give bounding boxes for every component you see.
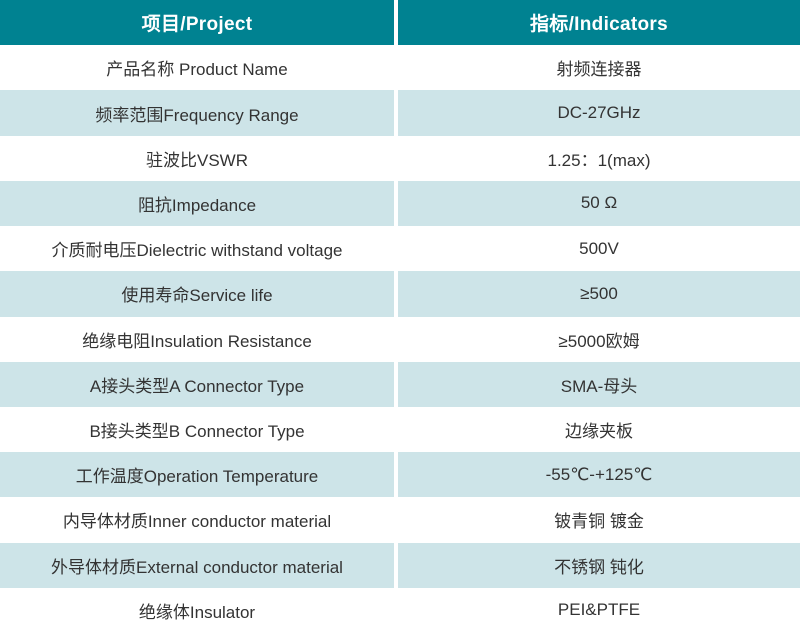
project-cell: 绝缘电阻Insulation Resistance	[0, 316, 398, 362]
project-cell: 绝缘体Insulator	[0, 587, 398, 633]
project-cell: 产品名称 Product Name	[0, 45, 398, 91]
table-row: 驻波比VSWR 1.25：1(max)	[0, 135, 800, 181]
project-cell: 工作温度Operation Temperature	[0, 452, 398, 498]
project-cell: 使用寿命Service life	[0, 271, 398, 317]
indicator-cell: DC-27GHz	[557, 103, 641, 123]
indicator-cell: 50 Ω	[580, 193, 618, 213]
table-row: 频率范围Frequency Range DC-27GHz	[0, 90, 800, 136]
header-cell-project: 项目/Project	[0, 0, 398, 46]
table-row: 外导体材质External conductor material 不锈钢 钝化	[0, 542, 800, 588]
indicator-cell: 500V	[579, 238, 619, 258]
indicator-cell: 1.25：1(max)	[547, 150, 651, 170]
indicator-cell: 铍青铜 镀金	[554, 512, 644, 532]
indicator-cell: 不锈钢 钝化	[554, 557, 644, 577]
table-row: 产品名称 Product Name 射频连接器	[0, 45, 800, 91]
indicator-cell: 边缘夹板	[565, 422, 633, 442]
table-row: 工作温度Operation Temperature -55℃-+125℃	[0, 452, 800, 498]
table-row: 内导体材质Inner conductor material 铍青铜 镀金	[0, 497, 800, 543]
project-cell: 阻抗Impedance	[0, 180, 398, 227]
indicator-cell: ≥5000欧姆	[558, 331, 640, 351]
project-cell: 介质耐电压Dielectric withstand voltage	[0, 226, 398, 272]
table-row: 绝缘电阻Insulation Resistance ≥5000欧姆	[0, 316, 800, 362]
table-row: 介质耐电压Dielectric withstand voltage 500V	[0, 226, 800, 272]
project-cell: A接头类型A Connector Type	[0, 361, 398, 407]
table-header-row: 项目/Project 指标/Indicators	[0, 0, 800, 46]
table-row: 阻抗Impedance 50 Ω	[0, 180, 800, 227]
table-row: B接头类型B Connector Type 边缘夹板	[0, 406, 800, 453]
table-row: 使用寿命Service life ≥500	[0, 271, 800, 317]
indicator-cell: ≥500	[580, 283, 618, 303]
project-cell: 驻波比VSWR	[0, 135, 398, 181]
table-row: A接头类型A Connector Type SMA-母头	[0, 361, 800, 407]
table-row: 绝缘体Insulator PEI&PTFE	[0, 587, 800, 633]
indicator-cell: PEI&PTFE	[557, 600, 641, 620]
indicator-cell: SMA-母头	[560, 376, 638, 396]
indicator-cell: 射频连接器	[556, 60, 642, 80]
project-cell: 内导体材质Inner conductor material	[0, 497, 398, 543]
project-cell: B接头类型B Connector Type	[0, 406, 398, 453]
header-cell-indicators: 指标/Indicators	[530, 14, 668, 36]
project-cell: 外导体材质External conductor material	[0, 542, 398, 588]
project-cell: 频率范围Frequency Range	[0, 90, 398, 136]
indicator-cell: -55℃-+125℃	[545, 464, 653, 484]
